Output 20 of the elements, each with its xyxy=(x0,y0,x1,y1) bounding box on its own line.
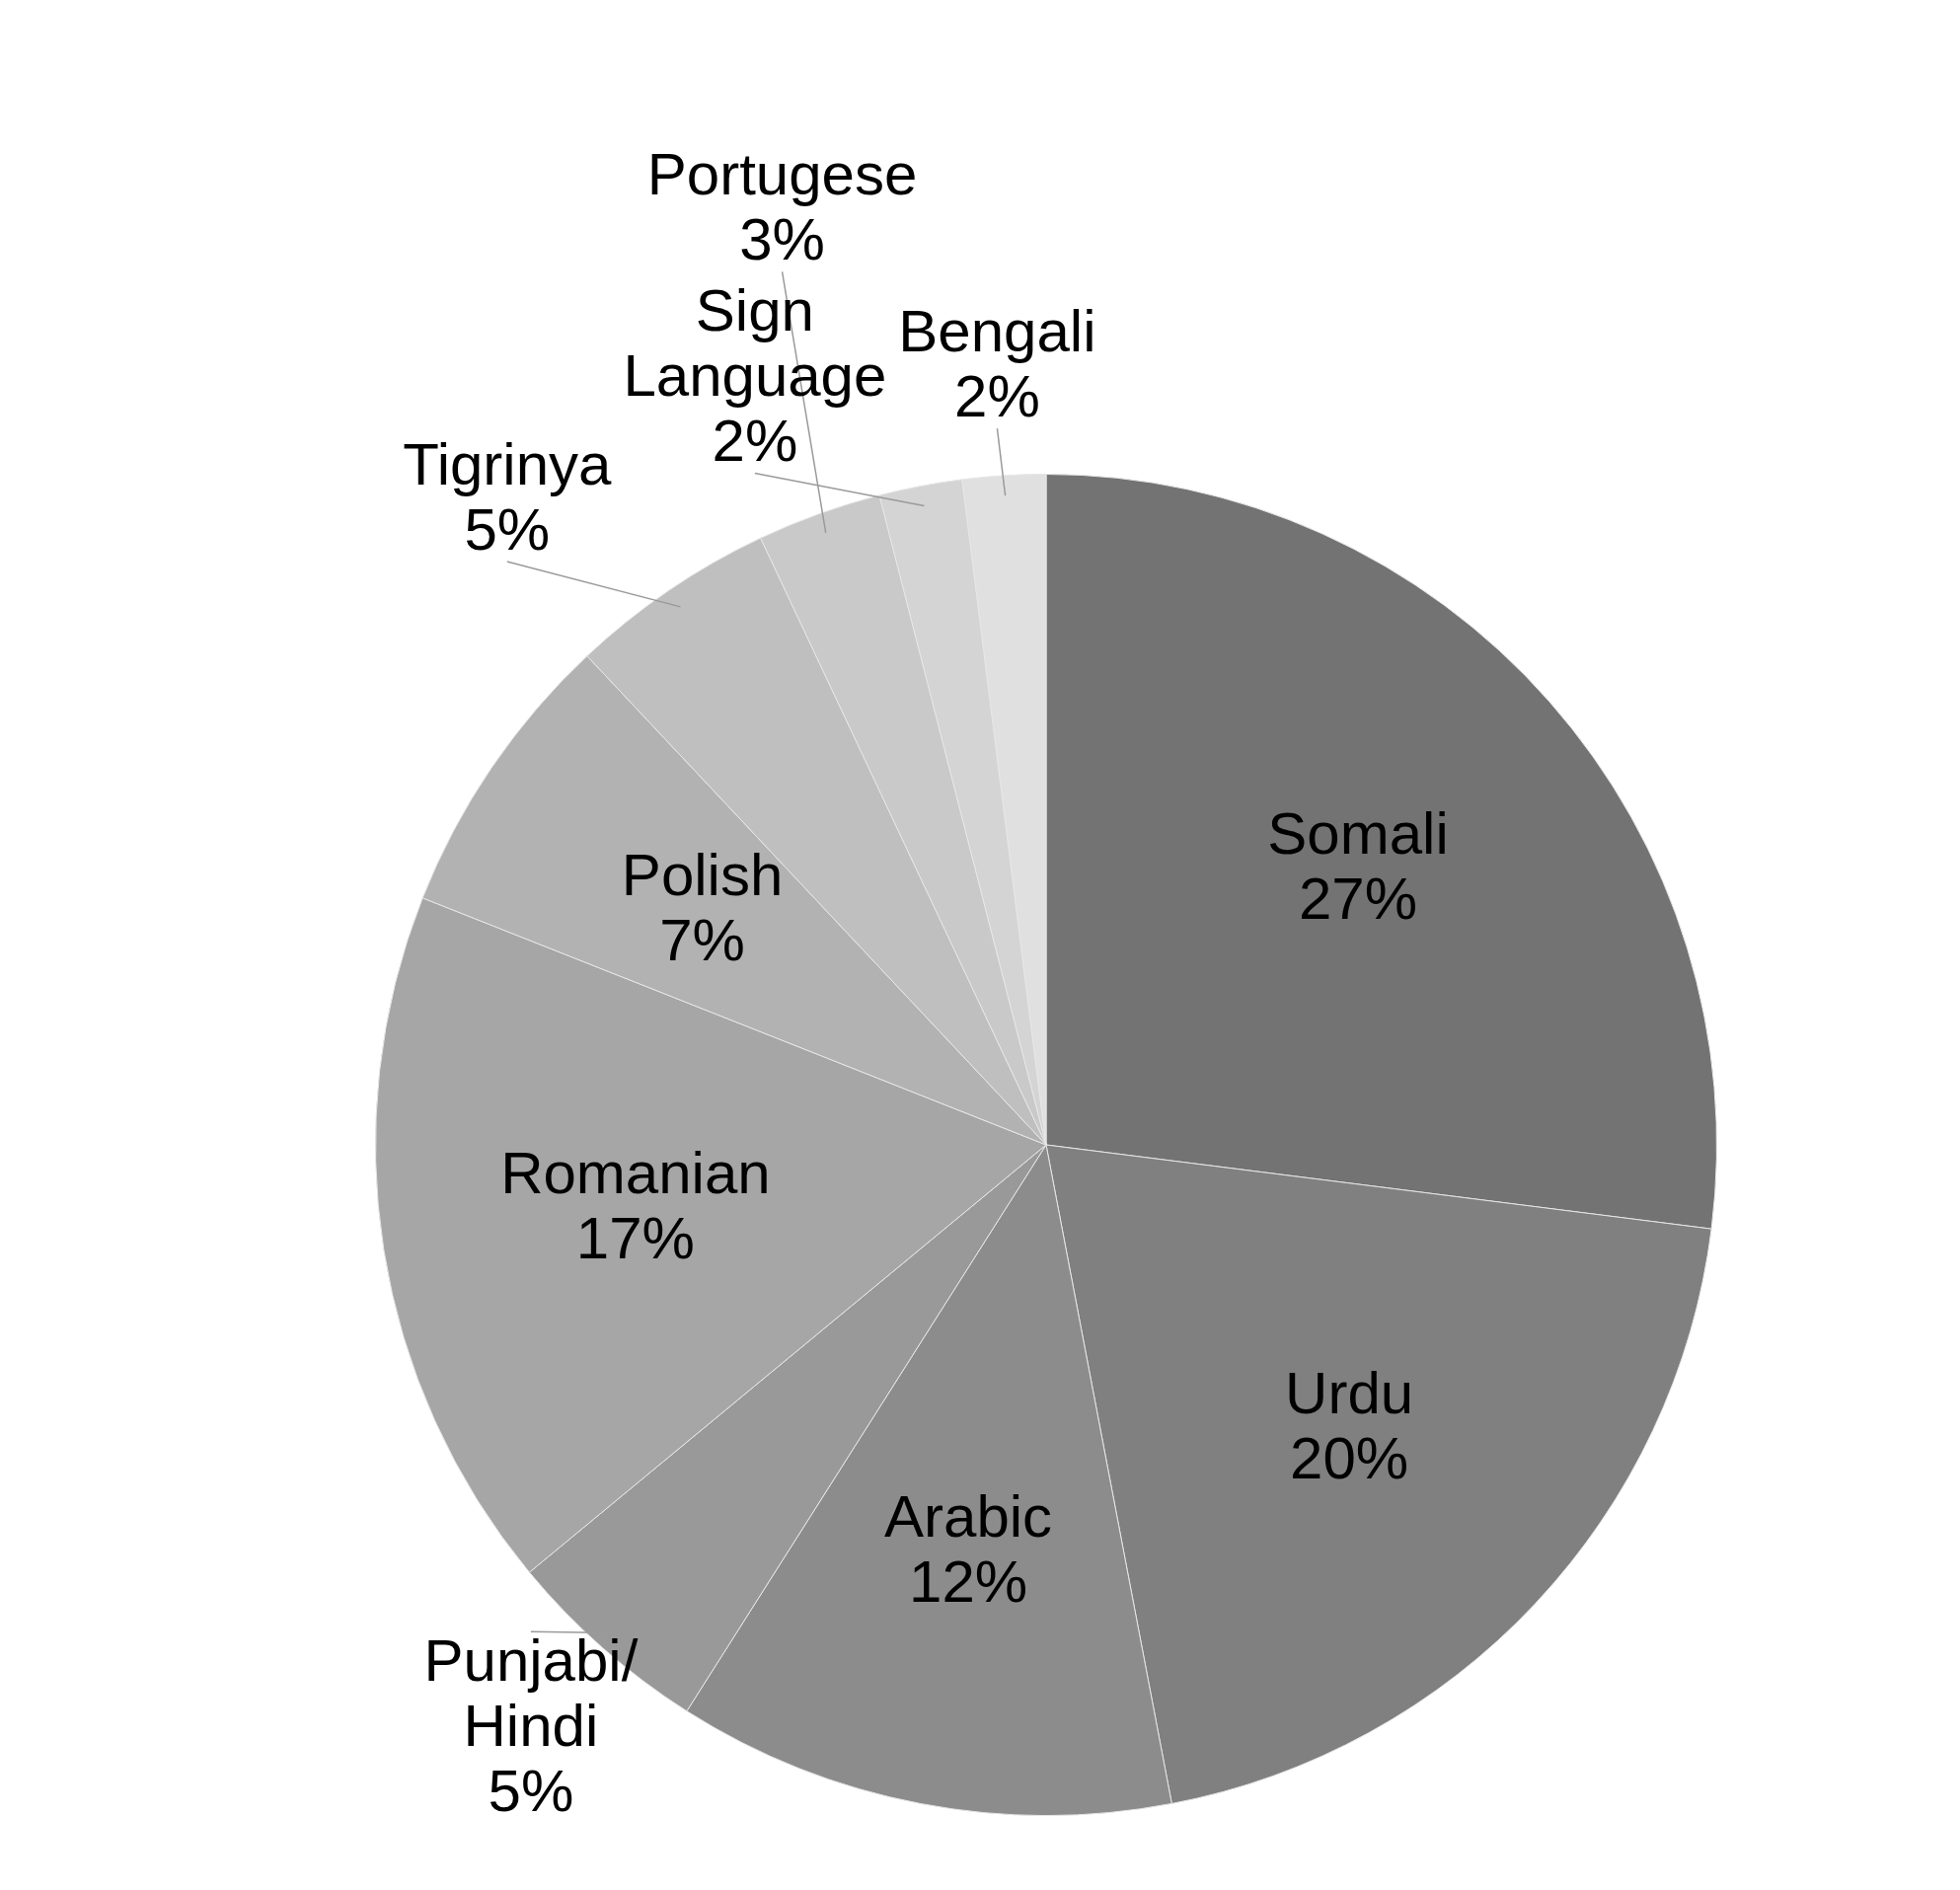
slice-label: Polish xyxy=(621,841,784,908)
data-label: 12% xyxy=(909,1549,1028,1616)
data-label: 5% xyxy=(464,495,551,563)
data-label: 2% xyxy=(954,362,1040,429)
slice-label: Bengali xyxy=(898,297,1096,364)
data-label: 27% xyxy=(1298,865,1418,932)
slice-label: Sign Language xyxy=(623,277,887,410)
slice-label: Tigrinya xyxy=(403,430,613,497)
slice-label: Somali xyxy=(1267,799,1449,867)
slice-label: Romanian xyxy=(500,1140,771,1207)
data-label: 7% xyxy=(659,906,745,973)
slice-label: Punjabi/Hindi xyxy=(423,1626,639,1759)
slice-label: Urdu xyxy=(1285,1359,1414,1426)
slice-label: Arabic xyxy=(884,1483,1053,1550)
data-label: 5% xyxy=(488,1757,574,1824)
data-label: 3% xyxy=(739,206,825,273)
data-label: 20% xyxy=(1290,1424,1409,1491)
data-label: 2% xyxy=(712,408,798,475)
slice-label: Portugese xyxy=(646,141,918,208)
data-label: 17% xyxy=(575,1205,695,1272)
